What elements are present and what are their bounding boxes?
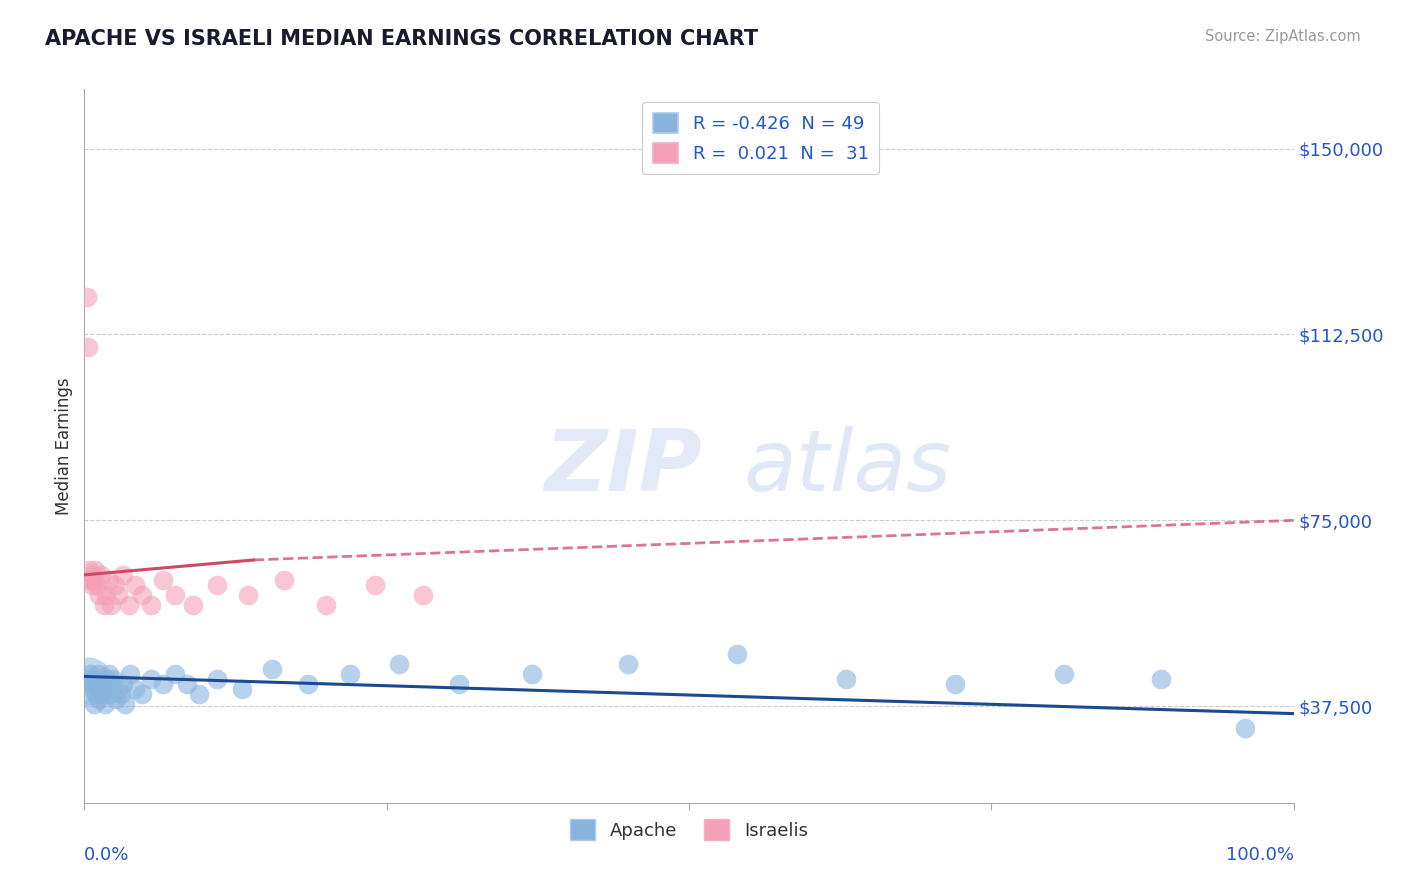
- Point: [84, 563, 107, 577]
- Point: [84, 677, 107, 691]
- Point: [124, 681, 146, 696]
- Point: [118, 598, 141, 612]
- Point: [315, 598, 337, 612]
- Legend: Apache, Israelis: Apache, Israelis: [562, 812, 815, 847]
- Point: [93, 677, 115, 691]
- Point: [617, 657, 640, 671]
- Point: [107, 588, 129, 602]
- Point: [1234, 722, 1257, 736]
- Point: [97, 667, 120, 681]
- Point: [87, 588, 110, 602]
- Point: [363, 578, 385, 592]
- Point: [114, 697, 136, 711]
- Point: [725, 647, 748, 661]
- Point: [188, 687, 211, 701]
- Point: [207, 672, 229, 686]
- Point: [260, 662, 283, 676]
- Point: [86, 578, 108, 592]
- Point: [77, 672, 100, 686]
- Text: APACHE VS ISRAELI MEDIAN EARNINGS CORRELATION CHART: APACHE VS ISRAELI MEDIAN EARNINGS CORREL…: [45, 29, 758, 48]
- Point: [110, 687, 132, 701]
- Point: [449, 677, 471, 691]
- Point: [90, 567, 112, 582]
- Point: [520, 667, 543, 681]
- Point: [97, 573, 120, 587]
- Point: [86, 667, 108, 681]
- Point: [139, 672, 162, 686]
- Point: [112, 567, 135, 582]
- Point: [176, 677, 198, 691]
- Point: [91, 687, 114, 701]
- Point: [82, 567, 104, 582]
- Point: [124, 578, 146, 592]
- Point: [112, 677, 135, 691]
- Point: [87, 691, 110, 706]
- Point: [412, 588, 434, 602]
- Point: [94, 588, 117, 602]
- Point: [131, 687, 153, 701]
- Point: [104, 691, 127, 706]
- Point: [80, 681, 103, 696]
- Text: ZIP: ZIP: [544, 425, 702, 509]
- Point: [89, 672, 111, 686]
- Point: [90, 681, 112, 696]
- Text: 0.0%: 0.0%: [84, 846, 129, 863]
- Point: [236, 588, 259, 602]
- Point: [76, 290, 98, 304]
- Point: [388, 657, 411, 671]
- Point: [273, 573, 295, 587]
- Point: [98, 687, 121, 701]
- Point: [82, 672, 104, 686]
- Point: [297, 677, 319, 691]
- Y-axis label: Median Earnings: Median Earnings: [55, 377, 73, 515]
- Point: [79, 667, 101, 681]
- Point: [207, 578, 229, 592]
- Point: [83, 697, 105, 711]
- Point: [835, 672, 858, 686]
- Point: [94, 681, 117, 696]
- Point: [103, 672, 125, 686]
- Point: [77, 674, 100, 689]
- Point: [131, 588, 153, 602]
- Point: [107, 681, 129, 696]
- Point: [1149, 672, 1171, 686]
- Point: [165, 667, 187, 681]
- Point: [152, 573, 174, 587]
- Point: [339, 667, 361, 681]
- Point: [93, 598, 115, 612]
- Point: [80, 578, 103, 592]
- Point: [139, 598, 162, 612]
- Point: [77, 340, 100, 354]
- Point: [181, 598, 204, 612]
- Point: [79, 573, 101, 587]
- Point: [94, 697, 117, 711]
- Point: [943, 677, 966, 691]
- Point: [86, 687, 108, 701]
- Text: 100.0%: 100.0%: [1226, 846, 1294, 863]
- Text: atlas: atlas: [744, 425, 952, 509]
- Point: [165, 588, 187, 602]
- Point: [100, 598, 122, 612]
- Point: [77, 563, 100, 577]
- Point: [1053, 667, 1076, 681]
- Point: [120, 667, 142, 681]
- Text: Source: ZipAtlas.com: Source: ZipAtlas.com: [1205, 29, 1361, 44]
- Point: [100, 677, 122, 691]
- Point: [77, 677, 100, 691]
- Point: [152, 677, 174, 691]
- Point: [231, 681, 253, 696]
- Point: [96, 672, 118, 686]
- Point: [83, 573, 105, 587]
- Point: [104, 578, 127, 592]
